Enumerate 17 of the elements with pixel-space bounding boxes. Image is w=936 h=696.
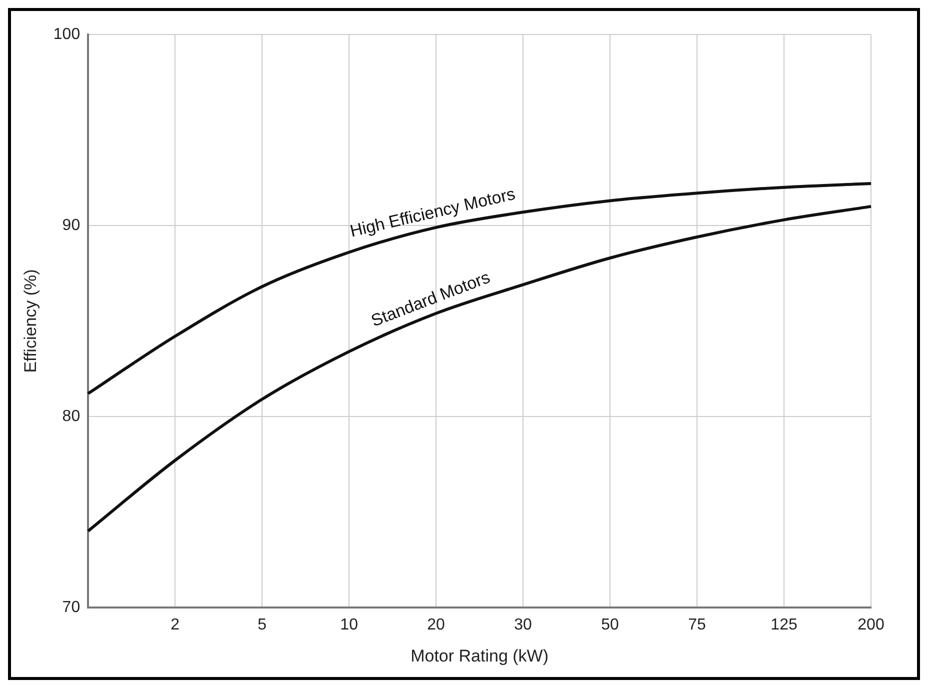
x-axis-title: Motor Rating (kW) [410,646,549,666]
x-tick-label: 30 [514,616,532,634]
y-tick-label: 100 [53,26,80,44]
y-tick-label: 80 [62,408,80,425]
text: High Efficiency Motors [348,184,517,241]
x-tick-label: 200 [858,616,884,634]
x-tick-label: 125 [770,616,798,634]
y-tick-label: 90 [62,216,80,234]
x-tick-label: 50 [601,616,620,634]
x-tick-label: 5 [258,616,267,634]
x-tick-label: 20 [427,616,446,634]
y-axis-title: Efficiency (%) [20,269,40,373]
x-tick-label: 2 [170,616,180,634]
x-tick-label: 10 [340,616,358,634]
y-tick-label: 70 [62,598,80,616]
line-series [86,182,872,396]
x-tick-label: 75 [688,616,706,634]
